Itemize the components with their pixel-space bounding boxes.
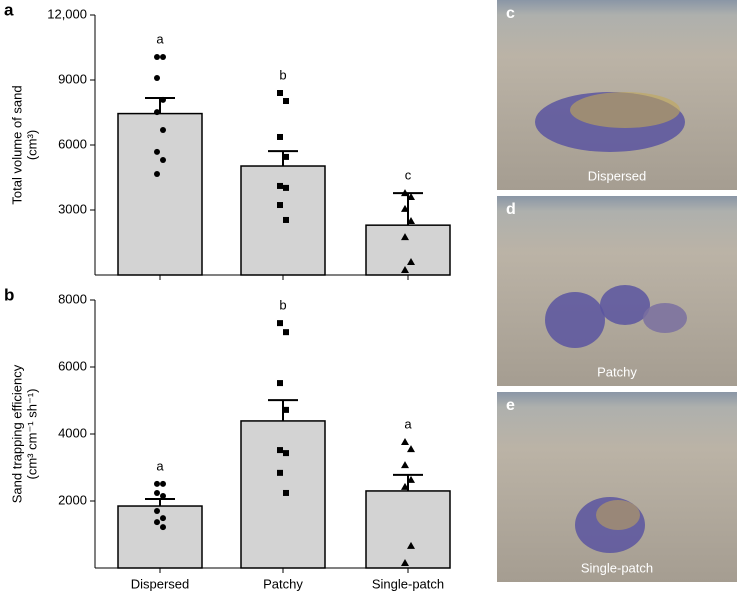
bar <box>117 505 203 569</box>
data-point <box>401 233 409 241</box>
data-point <box>277 447 283 454</box>
data-point <box>401 558 409 566</box>
data-point <box>283 153 289 160</box>
x-tick-label: Single-patch <box>372 576 444 591</box>
error-bar <box>393 192 423 226</box>
photo-caption: Single-patch <box>581 560 653 575</box>
data-point <box>283 329 289 336</box>
data-point <box>277 133 283 140</box>
bar <box>365 490 451 569</box>
photo-panel-label: e <box>506 397 515 414</box>
photo-c: c Dispersed <box>497 0 737 190</box>
data-point <box>277 90 283 96</box>
y-tick-label: 2000 <box>58 492 87 507</box>
significance-letter: a <box>404 416 412 431</box>
data-point <box>407 193 415 200</box>
bar <box>365 224 451 276</box>
data-point <box>160 515 166 522</box>
data-point <box>154 171 160 178</box>
data-point <box>283 216 289 223</box>
data-point <box>277 469 283 476</box>
data-point <box>160 54 166 61</box>
data-point <box>154 75 160 82</box>
data-point <box>283 406 289 413</box>
data-point <box>283 184 289 191</box>
data-point <box>407 258 415 265</box>
photo-e: e Single-patch <box>497 392 737 582</box>
data-point <box>401 204 409 212</box>
data-point <box>160 156 166 163</box>
panel-label: a <box>4 0 14 19</box>
photo-caption: Patchy <box>597 364 637 379</box>
data-point <box>160 480 166 487</box>
data-point <box>401 438 409 446</box>
data-point <box>401 461 409 469</box>
bar <box>117 112 203 276</box>
y-axis-label: Sand trapping efficiency <box>9 364 24 503</box>
error-bar <box>145 497 175 507</box>
data-point <box>160 127 166 134</box>
significance-letter: a <box>156 458 164 473</box>
data-point <box>401 482 409 490</box>
y-tick-label: 4000 <box>58 425 87 440</box>
y-tick-label: 6000 <box>58 358 87 373</box>
y-tick-label: 3000 <box>58 201 87 216</box>
data-point <box>154 519 160 526</box>
y-tick-label: 12,000 <box>47 6 87 21</box>
panel-label: b <box>4 285 14 304</box>
y-axis-label: (cm³) <box>24 130 39 160</box>
x-tick-label: Patchy <box>263 576 303 591</box>
data-point <box>154 148 160 155</box>
y-tick-label: 8000 <box>58 291 87 306</box>
error-bar <box>145 96 175 114</box>
significance-letter: c <box>405 168 412 183</box>
y-tick-label: 9000 <box>58 71 87 86</box>
data-point <box>154 109 160 116</box>
photo-caption: Dispersed <box>588 168 647 183</box>
data-point <box>283 489 289 496</box>
photo-panel-label: c <box>506 5 515 22</box>
significance-letter: b <box>279 298 286 313</box>
data-point <box>277 320 283 327</box>
data-point <box>277 380 283 387</box>
data-point <box>160 524 166 531</box>
y-axis-label: (cm³ cm⁻¹ sh⁻¹) <box>24 389 39 480</box>
significance-letter: b <box>279 67 286 82</box>
data-point <box>407 217 415 225</box>
x-tick-label: Dispersed <box>131 576 190 591</box>
data-point <box>407 541 415 549</box>
data-point <box>154 508 160 515</box>
data-point <box>160 96 166 103</box>
photo-d: d Patchy <box>497 196 737 386</box>
data-point <box>154 54 160 61</box>
data-point <box>401 189 409 197</box>
data-point <box>401 266 409 274</box>
data-point <box>283 98 289 105</box>
photo-panel-label: d <box>506 201 516 218</box>
data-point <box>407 445 415 453</box>
data-point <box>160 492 166 499</box>
data-point <box>277 202 283 209</box>
data-point <box>407 475 415 483</box>
y-axis-label: Total volume of sand <box>9 85 24 204</box>
data-point <box>277 182 283 189</box>
data-point <box>154 480 160 487</box>
y-tick-label: 6000 <box>58 136 87 151</box>
data-point <box>154 489 160 496</box>
significance-letter: a <box>156 31 164 46</box>
data-point <box>283 450 289 457</box>
